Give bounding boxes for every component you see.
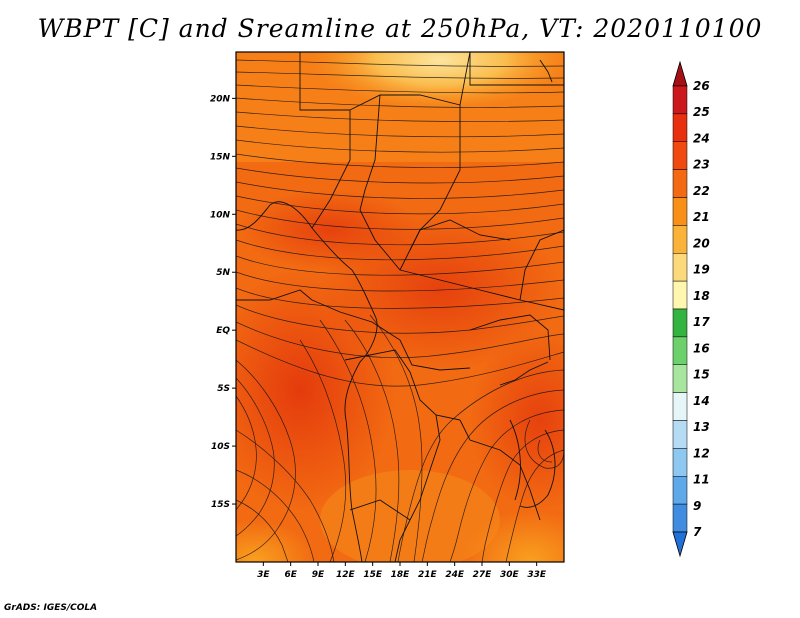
colorbar-label: 21	[693, 210, 710, 224]
colorbar-label: 17	[693, 315, 710, 329]
colorbar-bottom-arrow	[672, 531, 688, 558]
colorbar-swatch	[672, 503, 688, 533]
country-boundaries	[236, 52, 564, 562]
lon-tick-label: 27E	[473, 570, 493, 580]
colorbar-swatch	[672, 308, 688, 338]
colorbar-label: 11	[693, 473, 710, 487]
colorbar-label: 18	[693, 289, 710, 303]
colorbar-label: 26	[693, 79, 710, 93]
colorbar-swatch	[672, 113, 688, 142]
lat-tick-label: 5N	[216, 268, 230, 278]
lon-tick-label: 33E	[527, 570, 547, 580]
colorbar-swatch	[672, 253, 688, 282]
colorbar-label: 19	[693, 263, 710, 277]
colorbar-swatch	[672, 141, 688, 170]
latitude-axis: 20N 15N 10N 5N EQ 5S 10S 15S	[210, 94, 236, 510]
lat-tick-label: 10N	[210, 210, 231, 220]
colorbar-label: 15	[693, 368, 710, 382]
colorbar-swatch	[672, 336, 688, 365]
colorbar-swatch	[672, 392, 688, 421]
lon-tick-label: 15E	[363, 570, 383, 580]
colorbar-swatch	[672, 225, 688, 254]
lon-tick-label: 6E	[284, 570, 297, 580]
colorbar-label: 23	[693, 158, 710, 172]
map-title: WBPT [C] and Sreamline at 250hPa, VT: 20…	[37, 14, 763, 43]
colorbar-label: 12	[693, 446, 710, 460]
colorbar-label: 9	[693, 499, 701, 513]
colorbar-swatch	[672, 476, 688, 505]
lat-tick-label: 15N	[210, 152, 231, 162]
colorbar-swatch	[672, 448, 688, 477]
colorbar-label: 16	[693, 341, 710, 355]
lon-tick-label: 9E	[312, 570, 325, 580]
colorbar-swatch	[672, 169, 688, 198]
lon-tick-label: 12E	[336, 570, 356, 580]
colorbar-label: 22	[693, 184, 710, 198]
colorbar-swatch	[672, 364, 688, 393]
lon-tick-label: 3E	[257, 570, 270, 580]
grads-credit: GrADS: IGES/COLA	[4, 603, 98, 613]
colorbar-label: 13	[693, 420, 710, 434]
longitude-axis: 3E 6E 9E 12E 15E 18E 21E 24E 27E 30E 33E	[257, 562, 547, 580]
lat-tick-label: 15S	[211, 500, 230, 510]
colorbar-label: 7	[693, 525, 702, 539]
colorbar-swatch	[672, 420, 688, 449]
colorbar-top-arrow	[672, 60, 688, 87]
wbpt-field	[236, 52, 564, 562]
colorbar-label: 14	[693, 394, 710, 408]
colorbar-label: 25	[693, 105, 710, 119]
streamlines	[236, 59, 564, 562]
colorbar-swatch	[672, 280, 688, 310]
colorbar-swatch	[672, 197, 688, 226]
lon-tick-label: 30E	[500, 570, 520, 580]
colorbar-label: 24	[693, 131, 710, 145]
lat-tick-label: 10S	[211, 442, 230, 452]
lon-tick-label: 18E	[391, 570, 411, 580]
colorbar: 26 25 24 23 22 21 20 19 18 17 16 15 14 13 12 11 9 7	[672, 60, 710, 558]
colorbar-swatch	[672, 85, 688, 115]
colorbar-label: 20	[693, 236, 710, 250]
lon-tick-label: 24E	[445, 570, 465, 580]
lat-tick-label: 5S	[217, 384, 230, 394]
lat-tick-label: EQ	[216, 326, 230, 336]
lat-tick-label: 20N	[210, 94, 231, 104]
lon-tick-label: 21E	[418, 570, 438, 580]
